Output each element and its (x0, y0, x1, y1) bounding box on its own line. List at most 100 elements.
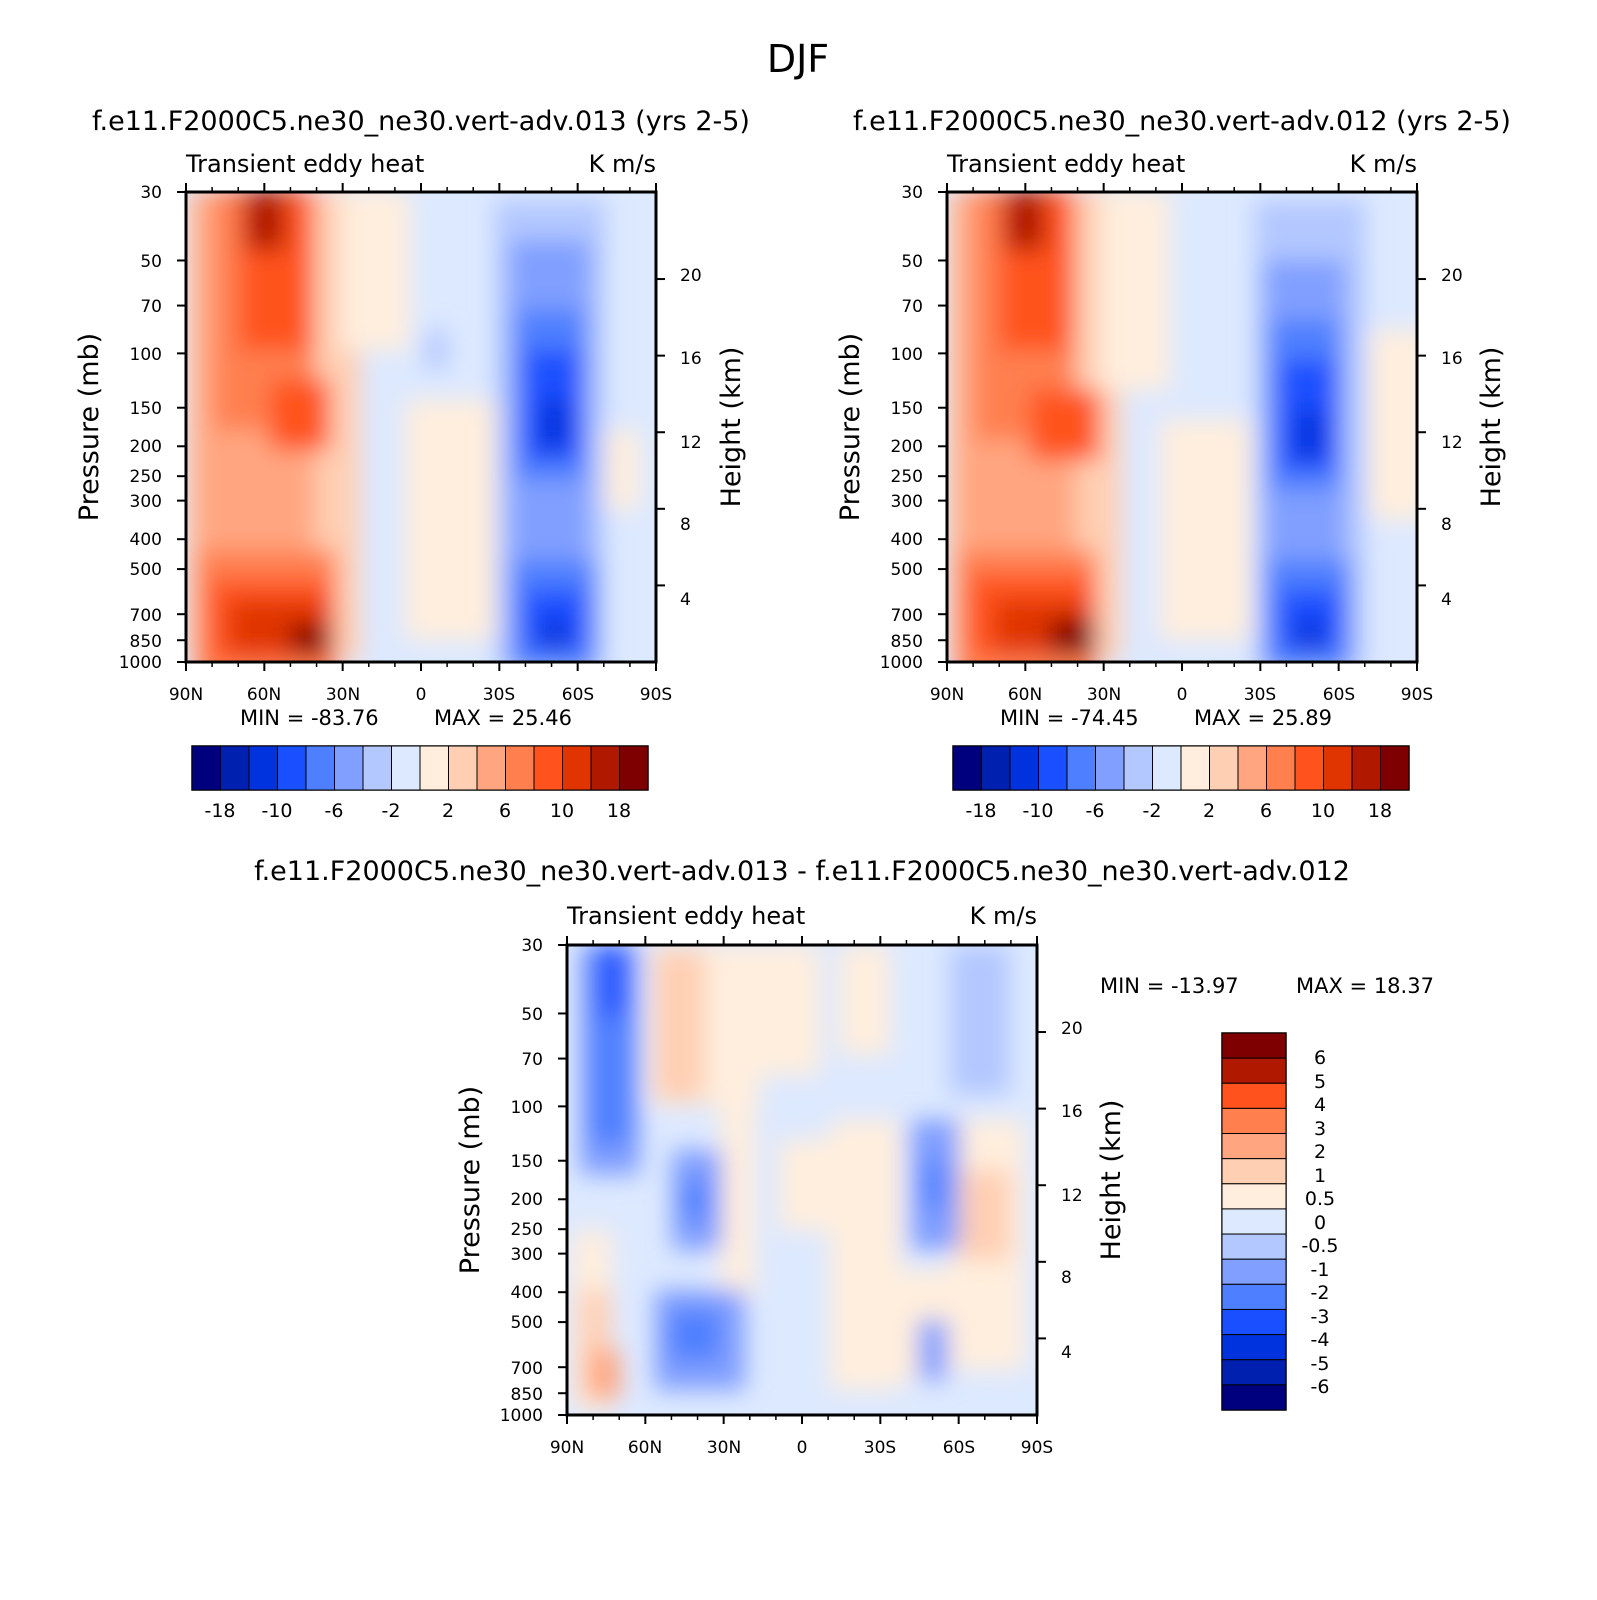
x-tick-label: 60N (1008, 685, 1042, 705)
x-tick-label: 0 (797, 1438, 808, 1458)
blob (1005, 192, 1045, 250)
colorbar-label: -6 (1086, 800, 1105, 822)
x-tick-label: 60N (247, 685, 281, 705)
colorbar-label: 0.5 (1305, 1188, 1335, 1210)
y-tick-label: 30 (521, 936, 543, 956)
colorbar-swatch (1237, 745, 1267, 791)
contour-field (186, 192, 656, 662)
subtitle-left: Transient eddy heat (946, 150, 1185, 178)
x-tick-label: 30S (864, 1438, 896, 1458)
colorbar-label: -2 (1311, 1282, 1330, 1304)
y-right-tick-label: 16 (1061, 1102, 1083, 1122)
colorbar-swatch (1221, 1283, 1287, 1310)
colorbar-swatch (1009, 745, 1039, 791)
colorbar-label: 6 (1260, 800, 1272, 822)
panel-top-left: f.e11.F2000C5.ne30_ne30.vert-adv.013 (yr… (74, 106, 750, 822)
y-tick-label: 250 (130, 467, 162, 487)
y-tick-label: 850 (511, 1385, 543, 1405)
y-axis-label-right: Height (km) (1476, 347, 1507, 508)
blob (655, 950, 705, 1100)
blob (1030, 390, 1100, 460)
subtitle-right: K m/s (1350, 150, 1417, 178)
y-tick-label: 50 (901, 252, 923, 272)
x-tick-label: 0 (416, 685, 427, 705)
blob (1370, 330, 1417, 520)
blob (540, 620, 570, 650)
y-tick-label: 150 (511, 1152, 543, 1172)
colorbar-swatch (590, 745, 620, 791)
colorbar-label: -18 (965, 800, 996, 822)
colorbar-swatch (952, 745, 982, 791)
colorbar-label: -10 (1022, 800, 1053, 822)
blob (1100, 192, 1170, 390)
y-tick-label: 400 (511, 1283, 543, 1303)
colorbar-label: 10 (550, 800, 574, 822)
tick-marks (558, 936, 1046, 1424)
y-axis: 30 50 70 100 150 200 250 300 400 500 700… (119, 183, 162, 673)
colorbar-swatch (1038, 745, 1068, 791)
x-tick-label: 90S (1021, 1438, 1053, 1458)
colorbar-swatch (1323, 745, 1353, 791)
x-tick-label: 90N (930, 685, 964, 705)
colorbar-swatch (1294, 745, 1324, 791)
colorbar-swatch (362, 745, 392, 791)
panel-bottom: f.e11.F2000C5.ne30_ne30.vert-adv.013 - f… (254, 856, 1434, 1458)
y-axis: 30 50 70 100 150 200 250 300 400 500 700… (500, 936, 543, 1426)
colorbar-swatch (220, 745, 250, 791)
x-tick-label: 0 (1177, 685, 1188, 705)
colorbar-swatch (1380, 745, 1410, 791)
colorbar-label: 2 (1203, 800, 1215, 822)
colorbar-swatch (1221, 1082, 1287, 1109)
colorbar-swatch (1221, 1133, 1287, 1160)
blob (245, 192, 285, 250)
y-tick-label: 150 (891, 399, 923, 419)
colorbar-label: 18 (607, 800, 631, 822)
y-axis-label: Pressure (mb) (835, 333, 866, 521)
colorbar-label: -5 (1311, 1353, 1330, 1375)
y-axis: 30 50 70 100 150 200 250 300 400 500 700… (880, 183, 923, 673)
colorbar-label: -0.5 (1301, 1235, 1338, 1257)
colorbar-label: 5 (1314, 1071, 1326, 1093)
blob (720, 1070, 755, 1300)
colorbar-swatch (334, 745, 364, 791)
colorbar-label: -4 (1311, 1329, 1330, 1351)
colorbar-label: -2 (382, 800, 401, 822)
colorbar-label: 2 (442, 800, 454, 822)
x-tick-label: 90N (169, 685, 203, 705)
colorbar-swatch (476, 745, 506, 791)
blob (960, 1170, 1010, 1260)
colorbar-swatch (1221, 1057, 1287, 1084)
y-tick-label: 500 (130, 560, 162, 580)
blob (950, 945, 1010, 1095)
blob (918, 1320, 948, 1380)
y-axis-right: 20 16 12 8 4 (1441, 266, 1463, 610)
blob (1295, 410, 1325, 460)
colorbar-swatch (981, 745, 1011, 791)
y-tick-label: 1000 (119, 653, 162, 673)
y-tick-label: 500 (511, 1313, 543, 1333)
y-axis-right: 20 16 12 8 4 (680, 266, 702, 610)
subtitle-right: K m/s (589, 150, 656, 178)
x-tick-label: 60S (943, 1438, 975, 1458)
subtitle-left: Transient eddy heat (566, 902, 805, 930)
x-tick-label: 30N (707, 1438, 741, 1458)
y-axis-label-right: Height (km) (1096, 1100, 1127, 1261)
colorbar-swatch (448, 745, 478, 791)
colorbar-label: 3 (1314, 1118, 1326, 1140)
colorbar-swatch (1095, 745, 1125, 791)
contour-field (947, 192, 1417, 662)
y-tick-label: 300 (891, 492, 923, 512)
field-blobs (947, 192, 1417, 662)
blob (683, 1180, 708, 1220)
y-tick-label: 300 (511, 1245, 543, 1265)
min-value: MIN = -83.76 (240, 706, 379, 730)
x-tick-label: 90S (640, 685, 672, 705)
y-tick-label: 150 (130, 399, 162, 419)
y-tick-label: 300 (130, 492, 162, 512)
y-tick-label: 250 (511, 1220, 543, 1240)
y-tick-label: 1000 (500, 1406, 543, 1426)
y-right-tick-label: 8 (1061, 1268, 1072, 1288)
contour-field (567, 945, 1037, 1415)
blob (270, 380, 330, 450)
subtitle-left: Transient eddy heat (185, 150, 424, 178)
